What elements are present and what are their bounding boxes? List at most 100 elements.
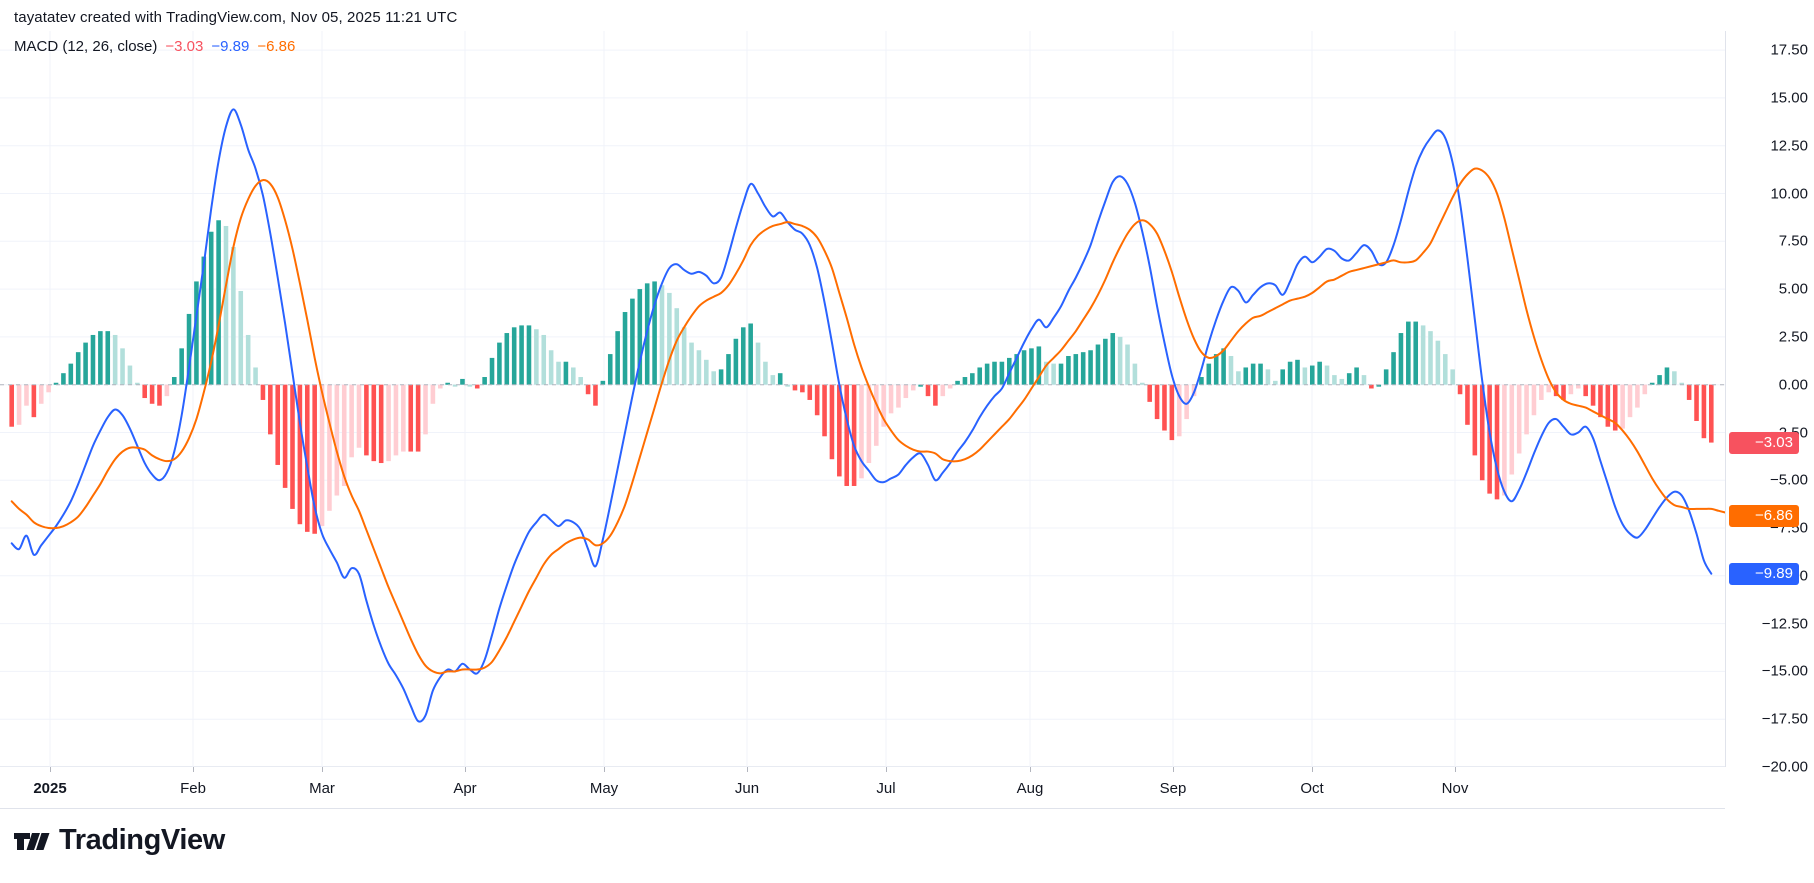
histogram-bar [1332,375,1337,385]
histogram-bar [1206,363,1212,385]
histogram-bar [171,377,177,385]
time-axis[interactable]: 2025 Feb Mar Apr May Jun Jul Aug Sep Oct Nov [0,767,1725,809]
histogram-bar [1162,384,1167,431]
histogram-bar [142,384,147,399]
chart-legend[interactable]: MACD (12, 26, close) −3.03 −9.89 −6.86 [14,38,295,55]
histogram-bar [1664,367,1670,385]
histogram-bar [1531,384,1537,416]
time-axis-tick: Nov [1441,780,1469,797]
histogram-bar [356,384,362,448]
histogram-price-badge[interactable]: −3.03 [1729,431,1799,454]
histogram-bar [452,384,458,387]
histogram-bar [534,329,539,385]
histogram-bar [68,363,74,385]
histogram-bar [1590,384,1596,406]
histogram-bar [1524,384,1529,435]
price-axis[interactable]: 17.5015.0012.5010.007.505.002.500.00−2.5… [1725,31,1814,776]
histogram-bar [157,384,162,406]
histogram-bar [46,384,51,393]
time-axis-tick: Aug [1016,780,1044,797]
histogram-bar [1627,384,1633,418]
histogram-bar [866,384,872,464]
histogram-bar [260,384,266,400]
time-axis-tick: May [589,780,619,797]
histogram-bar [208,231,214,385]
histogram-bar [1576,384,1581,389]
histogram-bar [548,350,554,385]
histogram-bar [1154,384,1160,420]
histogram-bar [1406,321,1411,385]
signal-line [10,167,1725,675]
histogram-bar [1324,365,1330,385]
histogram-bar [1612,384,1618,431]
histogram-bar [526,325,532,385]
histogram-bar [541,334,547,385]
time-axis-tick-mark [322,767,323,772]
signal-price-badge[interactable]: −6.86 [1729,504,1799,527]
histogram-bar [763,361,768,385]
histogram-bar [268,384,273,435]
histogram-bar [800,384,805,393]
histogram-bar [9,384,14,427]
legend-macd-value: −9.89 [211,38,250,55]
legend-indicator-title: MACD (12, 26, close) [14,38,158,55]
histogram-bar [1280,369,1285,385]
histogram-bar [637,289,643,385]
histogram-bar [497,342,502,385]
histogram-bar [1479,384,1485,481]
histogram-bar [275,384,281,465]
time-axis-tick: 2025 [33,780,67,797]
histogram-bar [1339,378,1345,385]
histogram-bar [201,256,207,385]
histogram-bar [1295,359,1300,385]
macd-price-badge[interactable]: −9.89 [1729,562,1799,585]
histogram-bar [1132,363,1138,385]
histogram-bar [53,382,59,385]
histogram-bar [1176,384,1182,437]
histogram-bar [955,380,960,385]
histogram-bar [696,350,702,385]
footer-branding: TradingView [14,826,225,855]
histogram-bar [622,312,628,385]
histogram-bar [1021,350,1027,385]
histogram-bar [903,384,909,399]
histogram-bar [1250,363,1256,385]
price-axis-tick: −15.00 [1761,662,1808,680]
histogram-bar [349,384,354,458]
histogram-bar [1140,382,1145,385]
histogram-bar [1539,384,1544,400]
histogram-bar [1442,354,1448,385]
histogram-bar [1494,384,1500,500]
histogram-bar [1642,384,1648,395]
time-axis-tick: Mar [309,780,335,797]
histogram-bar [83,342,88,385]
chart-area[interactable] [0,31,1725,767]
histogram-bar [1080,352,1086,385]
histogram-bar [652,281,657,385]
price-axis-tick: 2.50 [1778,328,1808,346]
histogram-bar [1199,377,1204,385]
macd-plot[interactable] [0,31,1725,767]
tradingview-wordmark: TradingView [59,824,225,856]
histogram-bar [814,384,820,416]
histogram-bar [1095,344,1101,385]
histogram-bar [674,308,680,385]
histogram-bar [733,338,739,385]
histogram-bar [179,348,184,385]
histogram-bar [1568,384,1574,395]
histogram-bar [837,384,842,477]
macd-chart-svg [0,31,1725,767]
histogram-bar [341,384,347,486]
price-axis-tick: 17.50 [1770,41,1808,59]
price-axis-tick: 15.00 [1770,89,1808,107]
histogram-bar [393,384,399,456]
horizontal-gridlines [0,49,1725,767]
histogram-bar [38,384,44,404]
histogram-bar [482,377,487,385]
histogram-bar [556,361,561,385]
histogram-bar [489,357,495,385]
histogram-bar [984,363,990,385]
histogram-bar [947,384,953,389]
histogram-bar [755,342,761,385]
histogram-bar [75,352,81,385]
